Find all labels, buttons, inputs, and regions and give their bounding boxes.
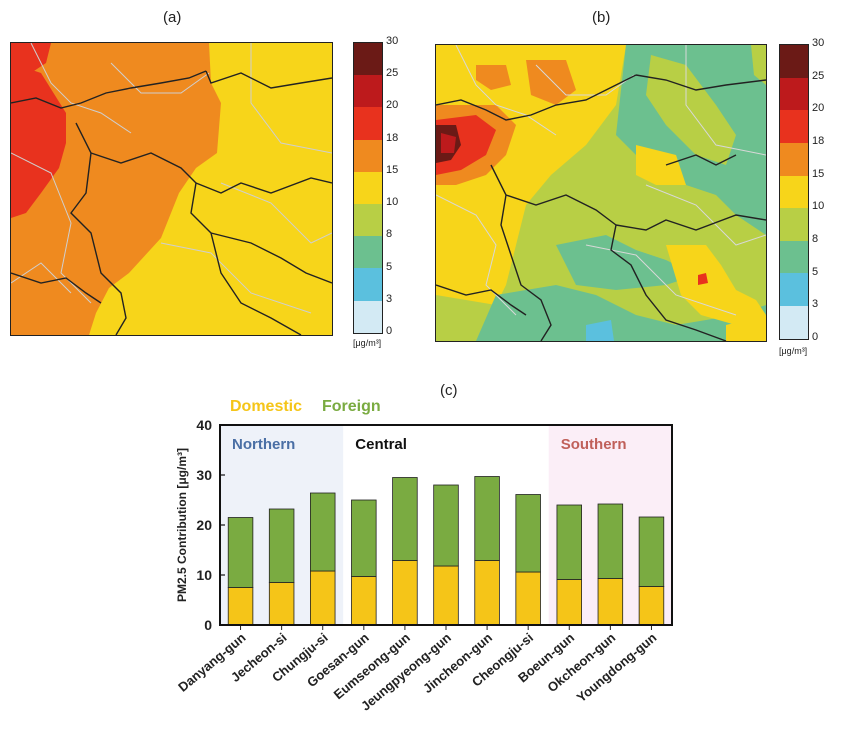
bar-foreign [268, 508, 295, 583]
y-axis-label: PM2.5 Contribution [μg/m³] [175, 448, 189, 602]
bar-foreign [227, 517, 254, 588]
panel-label-a: (a) [163, 9, 182, 26]
bar-foreign [474, 476, 500, 561]
colorbar-a-tick: 18 [386, 131, 399, 144]
bar-domestic [227, 587, 254, 626]
bar-domestic [556, 579, 582, 626]
colorbar-b-tick: 10 [812, 200, 825, 213]
bar-domestic [638, 586, 665, 626]
colorbar-a-tick: 25 [386, 67, 399, 80]
bar-foreign [309, 492, 336, 572]
colorbar-a-tick: 5 [386, 260, 393, 273]
colorbar-unit-a: [μg/m³] [353, 338, 382, 348]
y-tick-label: 20 [196, 517, 212, 533]
bar-domestic [433, 565, 459, 626]
legend-foreign: Foreign [322, 398, 381, 415]
bar-domestic [309, 570, 336, 626]
colorbar-b-tick: 20 [812, 102, 825, 115]
map-a [10, 42, 333, 336]
bar-domestic [392, 560, 418, 626]
panel-label-b: (b) [592, 9, 611, 26]
bar-foreign [556, 504, 582, 580]
bar-foreign [392, 477, 418, 561]
colorbar-b-tick: 0 [812, 331, 819, 343]
region-label-central: Central [355, 436, 407, 453]
colorbar-b-tick: 15 [812, 167, 825, 180]
colorbar-b-tick: 25 [812, 69, 825, 82]
region-label-southern: Southern [561, 436, 627, 453]
colorbar-a-tick: 3 [386, 292, 393, 305]
colorbar-a-tick: 20 [386, 99, 399, 112]
colorbar-b-tick: 3 [812, 298, 819, 311]
bar-domestic [474, 560, 500, 626]
colorbar-a [353, 42, 383, 334]
colorbar-b [779, 44, 809, 340]
colorbar-b-tick: 8 [812, 233, 819, 245]
bar-domestic [597, 578, 624, 626]
bar-domestic [351, 576, 377, 626]
map-b [435, 44, 767, 342]
colorbar-a-tick: 30 [386, 35, 399, 47]
bar-foreign [638, 516, 665, 587]
bar-domestic [515, 571, 541, 626]
bar-foreign [597, 503, 624, 579]
colorbar-b-tick: 18 [812, 135, 825, 147]
bar-foreign [515, 494, 541, 573]
colorbar-b-tick: 30 [812, 37, 825, 49]
bar-foreign [351, 499, 377, 577]
bar-foreign [433, 484, 459, 567]
y-tick-label: 10 [196, 567, 212, 583]
legend-domestic: Domestic [230, 398, 303, 415]
colorbar-unit-b: [μg/m³] [779, 346, 808, 356]
colorbar-a-tick: 0 [386, 325, 393, 337]
region-label-northern: Northern [232, 436, 295, 453]
y-tick-label: 40 [196, 417, 212, 433]
y-tick-label: 0 [204, 617, 212, 633]
colorbar-a-tick: 10 [386, 196, 399, 209]
colorbar-a-tick: 15 [386, 163, 399, 176]
colorbar-b-tick: 5 [812, 265, 819, 278]
bar-domestic [268, 582, 295, 626]
panel-label-c: (c) [440, 382, 458, 399]
colorbar-a-tick: 8 [386, 228, 393, 241]
y-tick-label: 30 [196, 467, 212, 483]
